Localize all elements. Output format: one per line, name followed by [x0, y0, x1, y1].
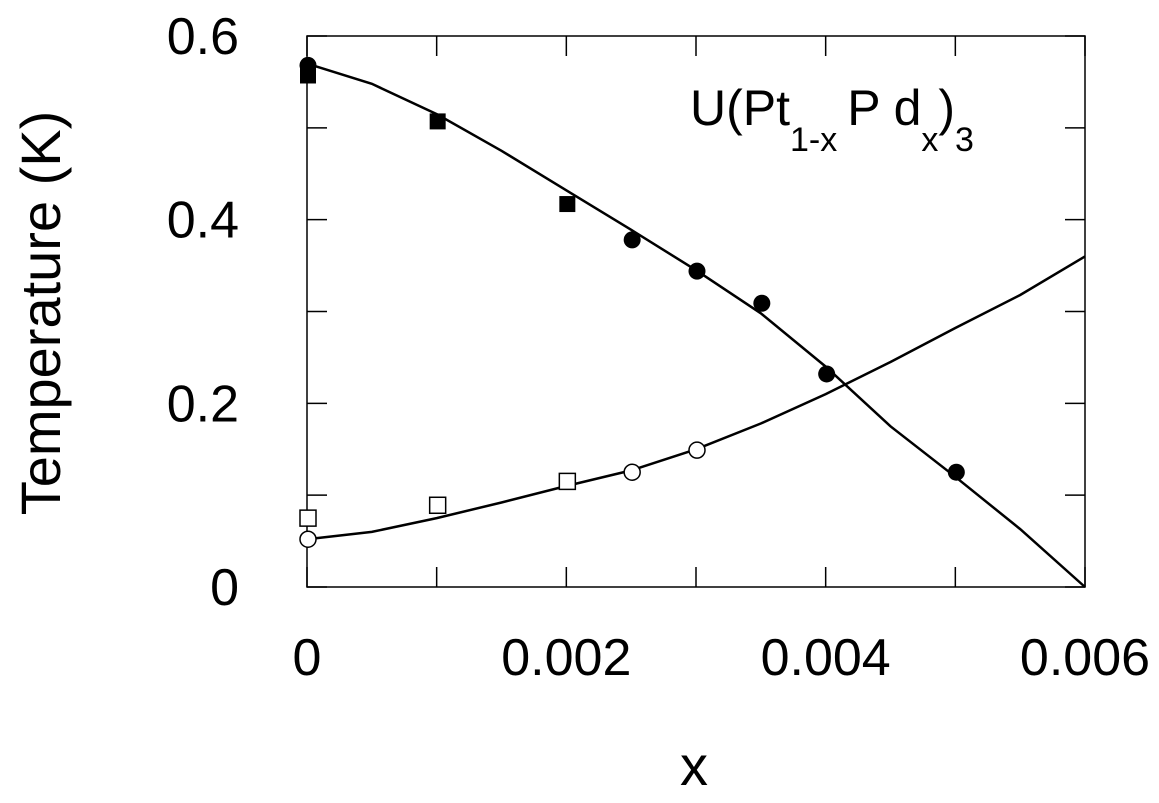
- x-tick-label: 0: [293, 629, 322, 687]
- data-points: [299, 56, 965, 548]
- y-axis-title: Temperature (K): [9, 111, 72, 516]
- data-point-filled-square: [300, 67, 316, 84]
- x-axis-title: x: [680, 734, 708, 797]
- x-tick-label: 0.006: [1020, 629, 1150, 687]
- annotation-part: P d: [847, 80, 921, 136]
- chart-annotation: U(Pt1-x P dx)3: [690, 80, 974, 159]
- data-point-filled-circle: [947, 463, 965, 481]
- data-point-filled-circle: [623, 231, 641, 249]
- data-point-filled-circle: [688, 262, 706, 280]
- data-point-filled-square: [559, 196, 576, 213]
- x-tick-label: 0.004: [761, 629, 891, 687]
- data-point-open-circle: [688, 441, 706, 459]
- axis-ticks: [306, 35, 1086, 588]
- y-tick-label: 0: [210, 559, 239, 617]
- fit-curve: [306, 255, 1086, 541]
- data-point-open-square: [558, 472, 577, 491]
- x-tick-label: 0.002: [501, 629, 631, 687]
- data-point-filled-circle: [818, 365, 836, 383]
- tick-labels: 0 0.2 0.4 0.6 0 0.002 0.004 0.006: [167, 8, 1150, 687]
- data-point-filled-square: [429, 113, 446, 130]
- data-point-open-square: [299, 509, 317, 527]
- annotation-part: ): [938, 80, 955, 136]
- data-point-open-square: [428, 496, 447, 515]
- data-point-filled-circle: [753, 294, 771, 312]
- y-tick-label: 0.4: [167, 192, 239, 250]
- annotation-subscript: 3: [955, 121, 974, 159]
- data-point-open-circle: [299, 530, 317, 548]
- y-tick-label: 0.2: [167, 375, 239, 433]
- annotation-subscript: x: [921, 121, 938, 159]
- y-tick-label: 0.6: [167, 8, 239, 66]
- annotation-subscript: 1-x: [790, 121, 837, 159]
- annotation-part: U(Pt: [690, 80, 790, 136]
- data-point-open-circle: [623, 463, 641, 481]
